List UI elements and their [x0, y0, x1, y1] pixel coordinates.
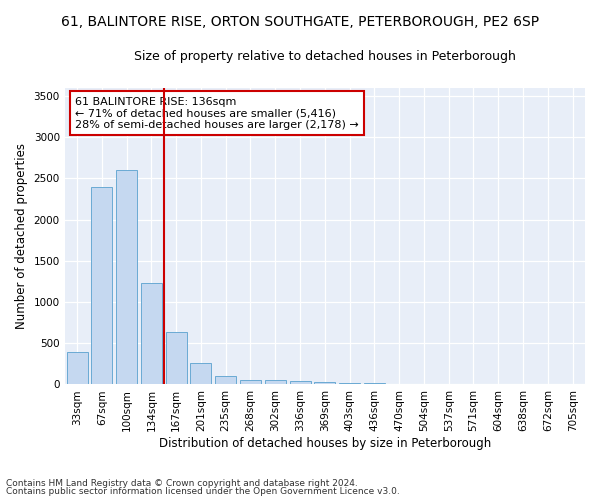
Bar	[116, 170, 137, 384]
Text: Contains public sector information licensed under the Open Government Licence v3: Contains public sector information licen…	[6, 487, 400, 496]
Bar	[339, 383, 360, 384]
Bar	[240, 380, 261, 384]
Bar	[265, 380, 286, 384]
Bar	[314, 382, 335, 384]
Text: 61 BALINTORE RISE: 136sqm
← 71% of detached houses are smaller (5,416)
28% of se: 61 BALINTORE RISE: 136sqm ← 71% of detac…	[75, 96, 359, 130]
Text: 61, BALINTORE RISE, ORTON SOUTHGATE, PETERBOROUGH, PE2 6SP: 61, BALINTORE RISE, ORTON SOUTHGATE, PET…	[61, 15, 539, 29]
Bar	[364, 383, 385, 384]
Text: Contains HM Land Registry data © Crown copyright and database right 2024.: Contains HM Land Registry data © Crown c…	[6, 478, 358, 488]
Bar	[141, 283, 162, 384]
Title: Size of property relative to detached houses in Peterborough: Size of property relative to detached ho…	[134, 50, 516, 63]
Bar	[67, 352, 88, 384]
Bar	[91, 186, 112, 384]
Bar	[166, 332, 187, 384]
Bar	[190, 364, 211, 384]
Y-axis label: Number of detached properties: Number of detached properties	[15, 143, 28, 329]
X-axis label: Distribution of detached houses by size in Peterborough: Distribution of detached houses by size …	[159, 437, 491, 450]
Bar	[290, 380, 311, 384]
Bar	[215, 376, 236, 384]
